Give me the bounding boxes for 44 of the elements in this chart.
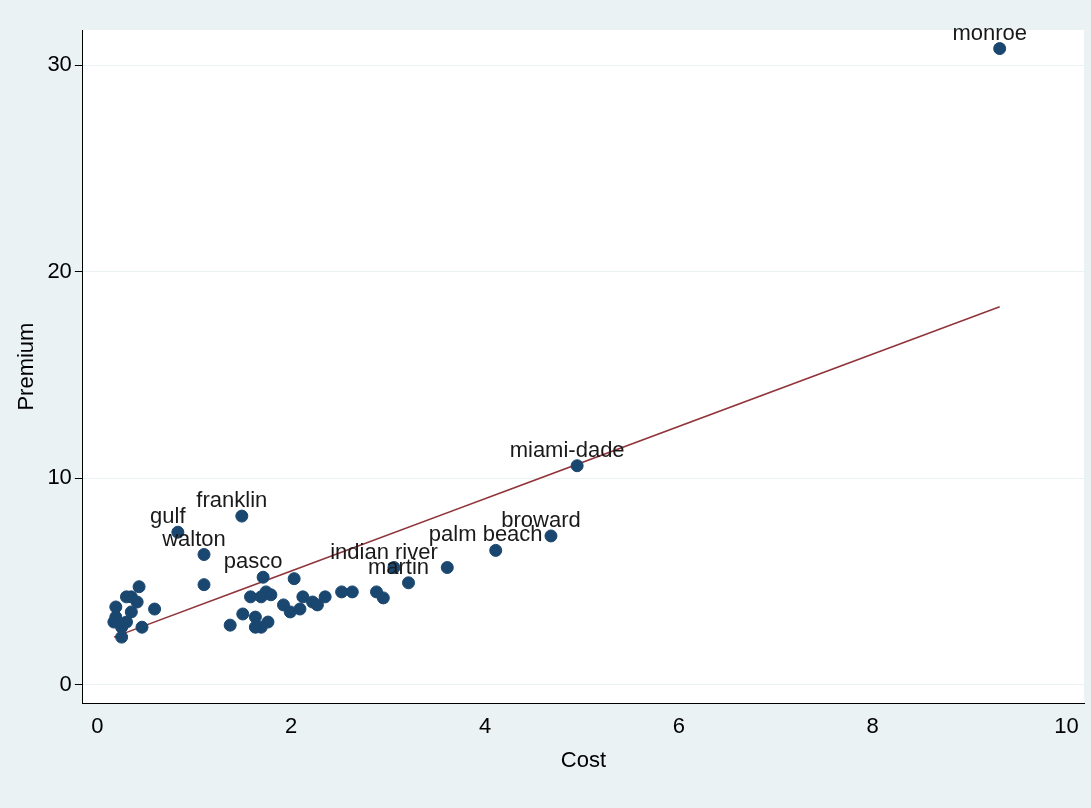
point	[310, 598, 324, 612]
y-tick-label: 20	[47, 257, 72, 283]
point	[402, 576, 415, 590]
point	[287, 572, 301, 586]
point	[318, 590, 332, 604]
annotation: pasco	[223, 548, 283, 574]
point	[544, 529, 558, 543]
annotation: franklin	[196, 487, 268, 513]
point	[197, 548, 211, 562]
point	[345, 585, 359, 599]
point	[335, 585, 349, 599]
point	[993, 42, 1007, 56]
point	[236, 607, 250, 621]
point	[570, 459, 584, 473]
point	[489, 543, 503, 557]
x-tick-label: 2	[285, 713, 298, 739]
annotation: miami-dade	[509, 436, 625, 462]
point	[148, 602, 162, 616]
x-tick-label: 10	[1054, 713, 1079, 739]
point	[296, 590, 310, 604]
point	[248, 610, 262, 624]
point	[261, 615, 275, 629]
x-tick-label: 4	[478, 713, 492, 739]
point	[197, 578, 211, 592]
y-tick-label: 0	[59, 670, 72, 696]
y-tick-label: 10	[47, 464, 72, 490]
point	[132, 580, 146, 594]
point	[115, 630, 129, 644]
point	[124, 605, 138, 619]
x-tick-label: 8	[866, 713, 879, 739]
x-tick-label: 6	[672, 713, 686, 739]
x-tick-label: 0	[91, 713, 104, 739]
point	[293, 602, 307, 616]
point	[376, 591, 390, 605]
point	[119, 615, 133, 629]
point	[223, 618, 237, 632]
x-axis-title: Cost	[560, 746, 607, 772]
point	[235, 509, 249, 523]
y-tick-label: 30	[47, 51, 72, 77]
annotation: monroe	[952, 19, 1027, 45]
y-axis-title: Premium	[13, 322, 39, 411]
point	[244, 590, 258, 604]
point	[440, 561, 454, 575]
point	[135, 620, 149, 634]
